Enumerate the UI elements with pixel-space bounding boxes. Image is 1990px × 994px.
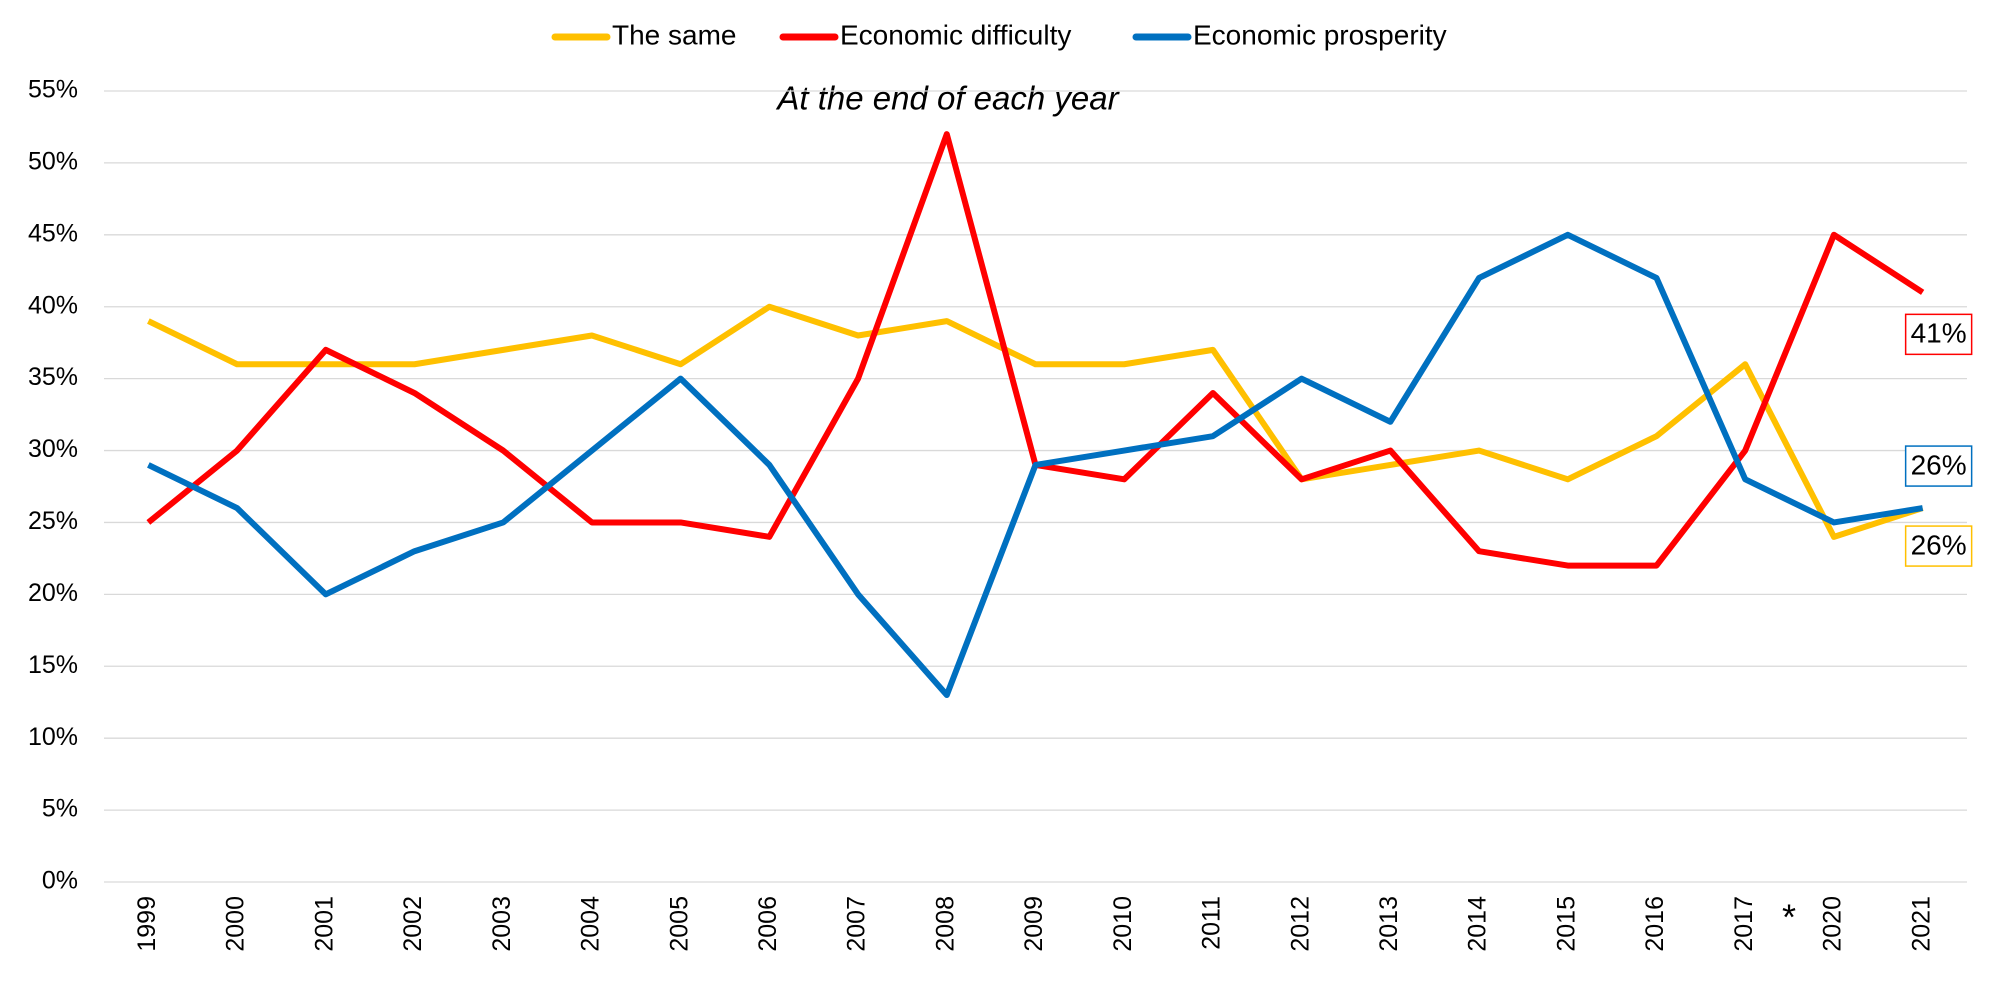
value-label: 26%: [1911, 529, 1967, 560]
x-tick-label: 1999: [133, 896, 161, 952]
value-label-box: [1904, 445, 1973, 487]
x-tick-label: 2013: [1375, 896, 1403, 952]
x-tick-label: 2015: [1552, 896, 1580, 952]
y-tick-label: 50%: [28, 148, 78, 176]
y-tick-label: 0%: [42, 867, 78, 895]
value-label-box: [1904, 525, 1973, 567]
x-tick-label: 2007: [843, 896, 871, 952]
y-tick-label: 20%: [28, 579, 78, 607]
x-tick-label: 2010: [1109, 896, 1137, 952]
x-tick-label: 2006: [754, 896, 782, 952]
x-tick-label: 2008: [931, 896, 959, 952]
x-tick-label: 2011: [1198, 896, 1226, 950]
line-series: [146, 131, 1925, 569]
x-tick-label: 2017: [1730, 896, 1758, 952]
x-tick-label: 2003: [488, 896, 516, 952]
y-tick-label: 30%: [28, 435, 78, 463]
chart-subtitle: At the end of each year: [775, 80, 1120, 117]
x-tick-label: 2002: [399, 896, 427, 952]
value-label: 41%: [1911, 318, 1967, 349]
legend-label: Economic difficulty: [840, 19, 1071, 50]
y-tick-label: 55%: [28, 76, 78, 104]
x-tick-label: 2020: [1819, 896, 1847, 952]
y-tick-label: 10%: [28, 723, 78, 751]
y-tick-label: 45%: [28, 219, 78, 247]
x-tick-label: 2009: [1020, 896, 1048, 952]
y-tick-label: 5%: [42, 795, 78, 823]
line-series: [147, 303, 1924, 540]
x-tick-label: 2014: [1464, 896, 1492, 952]
y-tick-label: 40%: [28, 291, 78, 319]
y-tick-label: 25%: [28, 507, 78, 535]
x-tick-label: 2001: [310, 896, 338, 952]
annotation: *: [1782, 897, 1796, 938]
x-tick-label: 2004: [577, 896, 605, 952]
line-series: [147, 231, 1924, 699]
value-label-box: [1904, 313, 1973, 356]
legend-label: Economic prosperity: [1193, 19, 1447, 50]
x-tick-label: 2000: [222, 896, 250, 952]
x-tick-label: 2016: [1641, 896, 1669, 952]
x-tick-label: 2012: [1286, 896, 1314, 952]
x-tick-label: 2021: [1907, 896, 1935, 952]
legend-label: The same: [612, 19, 737, 50]
y-tick-label: 35%: [28, 363, 78, 391]
x-tick-label: 2005: [665, 896, 693, 952]
y-tick-label: 15%: [28, 651, 78, 679]
value-label: 26%: [1911, 449, 1967, 480]
